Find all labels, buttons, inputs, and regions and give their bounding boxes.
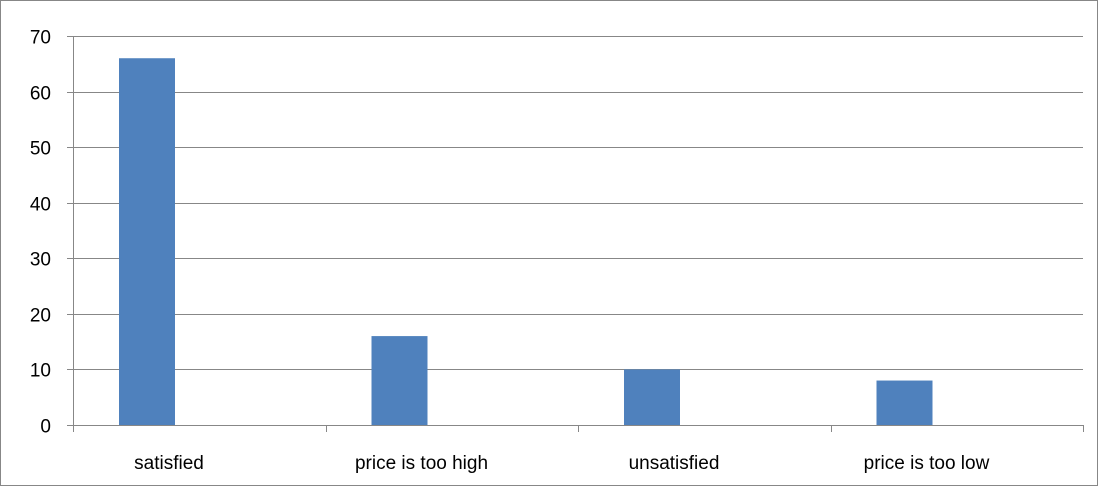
- y-tick-label: 10: [30, 361, 51, 382]
- bar-price-is-too-low: [876, 380, 933, 425]
- axes: [67, 36, 1084, 432]
- y-tick-label: 60: [30, 84, 51, 105]
- bar-satisfied: [119, 58, 175, 425]
- y-tick-label: 0: [40, 417, 51, 438]
- x-category-label: unsatisfied: [629, 453, 720, 474]
- y-tick-label: 30: [30, 250, 51, 271]
- y-tick-label: 70: [30, 28, 51, 49]
- bar-unsatisfied: [624, 369, 680, 425]
- x-category-label: price is too low: [864, 453, 990, 474]
- y-tick-label: 50: [30, 139, 51, 160]
- bar-price-is-too-high: [371, 336, 428, 425]
- x-category-label: satisfied: [134, 453, 204, 474]
- y-tick-labels: 0 10 20 30 40 50 60 70: [30, 28, 51, 438]
- y-tick-label: 20: [30, 306, 51, 327]
- x-category-labels: satisfied price is too high unsatisfied pri…: [134, 453, 989, 474]
- bars: [119, 58, 933, 425]
- y-tick-label: 40: [30, 195, 51, 216]
- x-category-label: price is too high: [355, 453, 488, 474]
- gridlines: [73, 36, 1083, 370]
